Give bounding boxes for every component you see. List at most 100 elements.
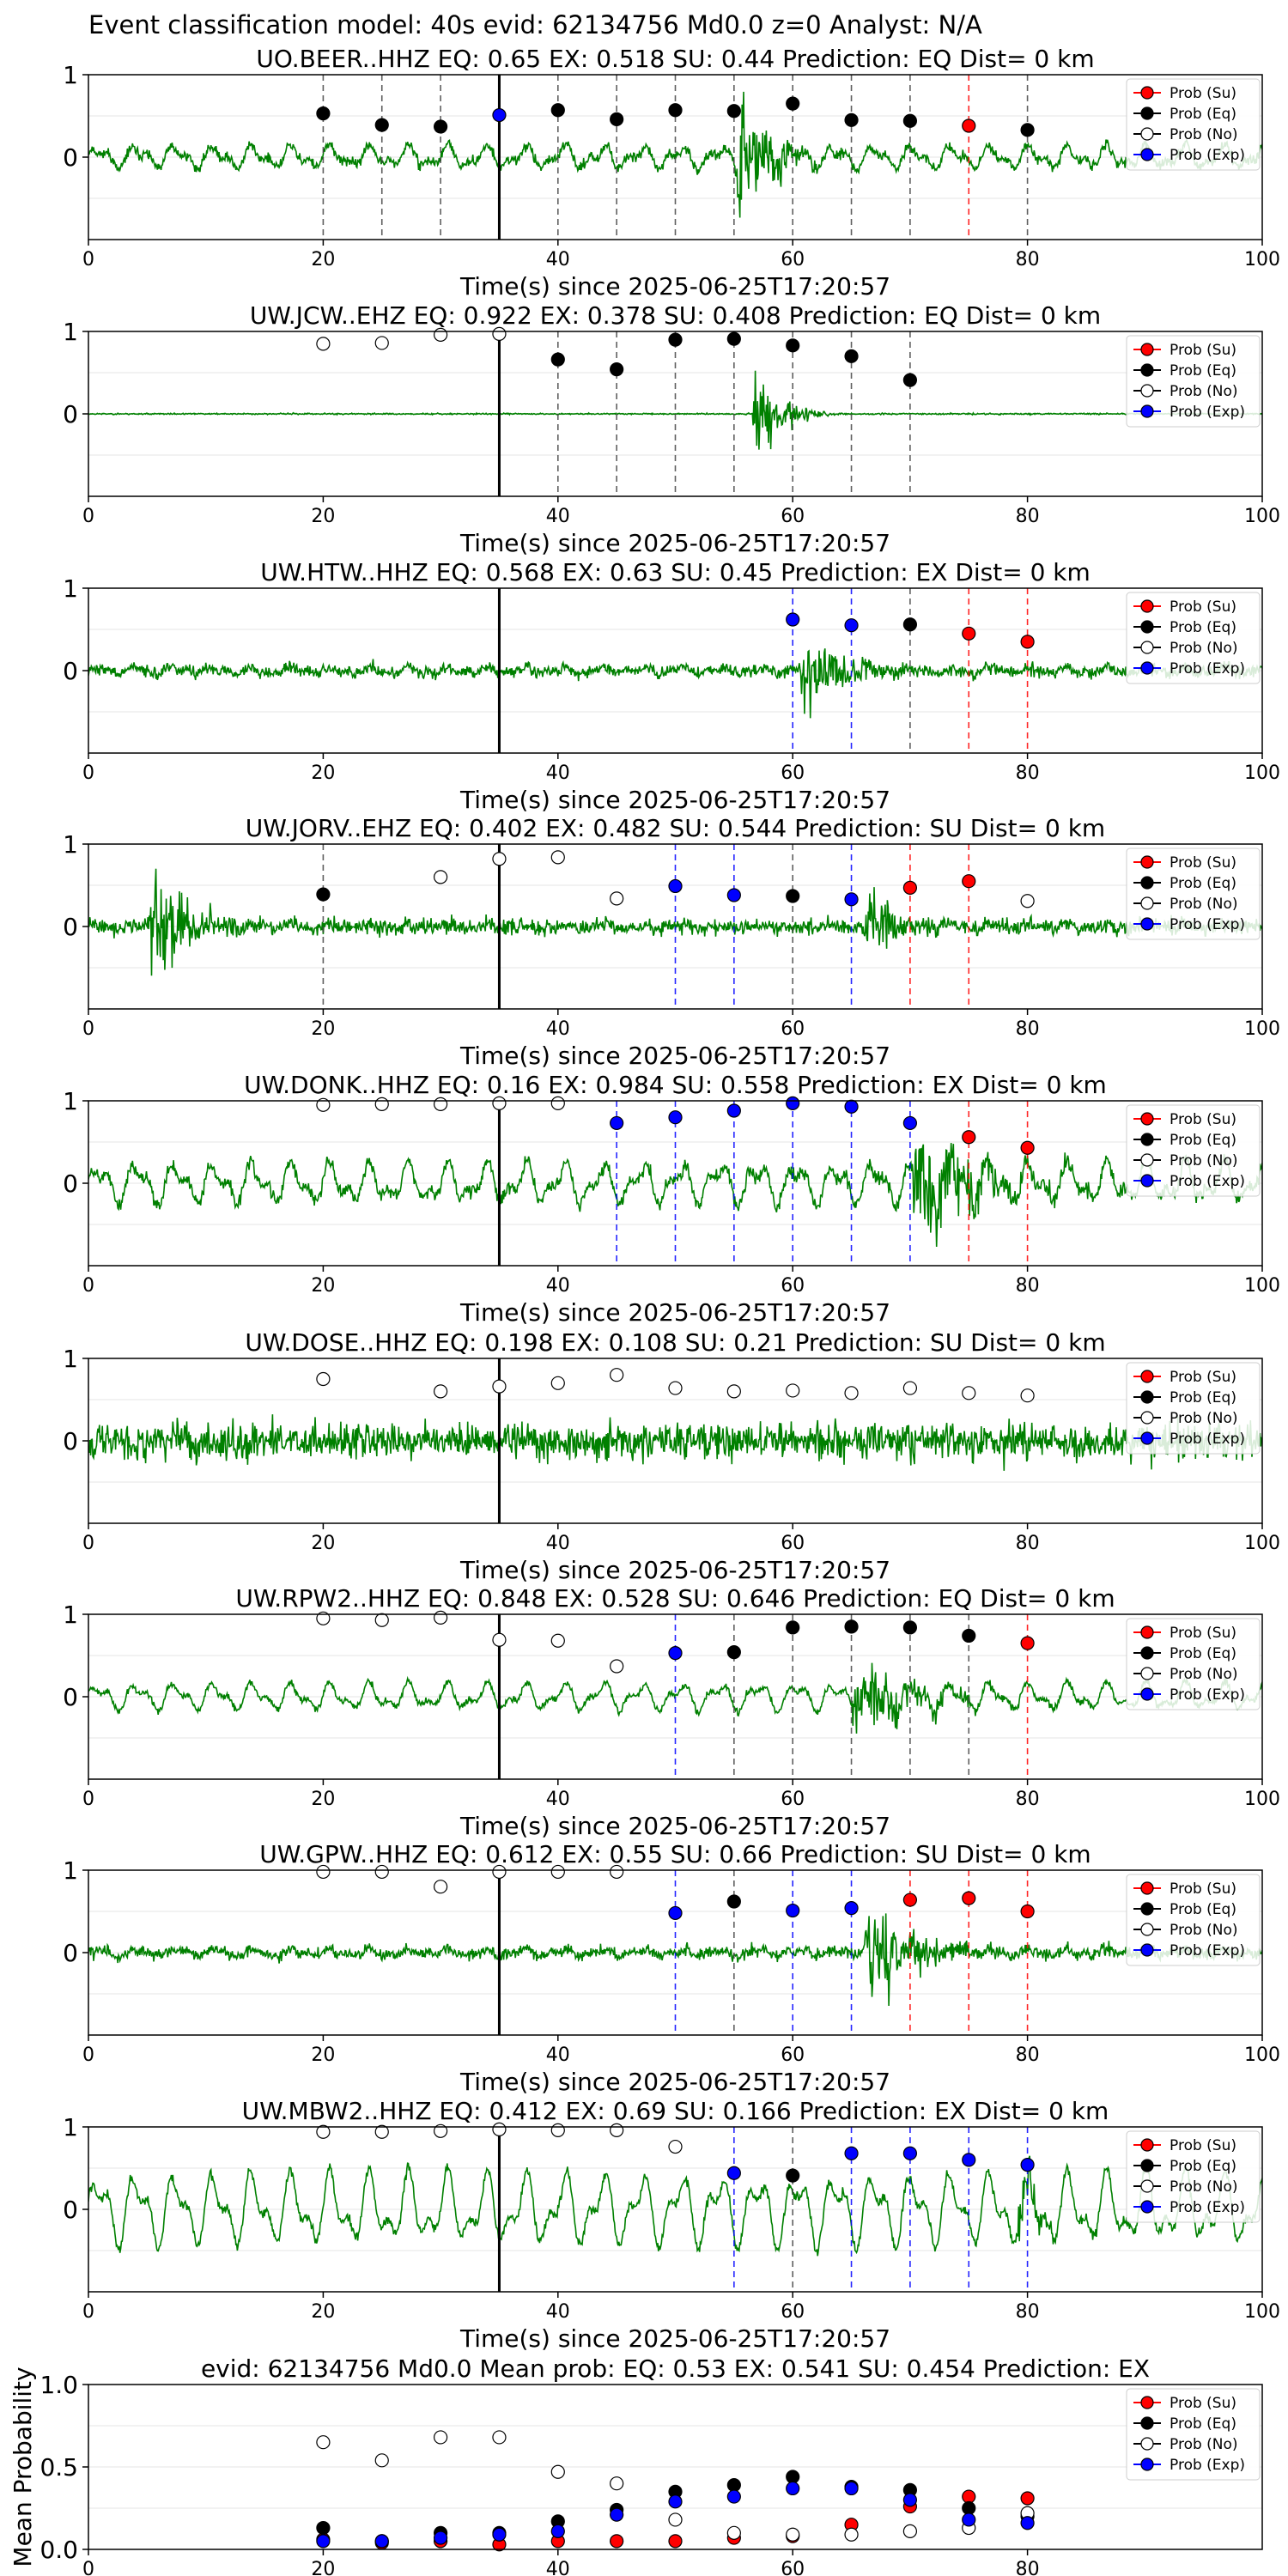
legend-marker-exp xyxy=(1140,2458,1154,2471)
legend-marker-no xyxy=(1140,1667,1154,1680)
legend-label-no: Prob (No) xyxy=(1170,640,1238,657)
x-tick-label: 100 xyxy=(1244,1018,1280,1040)
y-tick-label: 0 xyxy=(63,913,78,941)
legend-box xyxy=(1126,1362,1261,1455)
marker-prob-su xyxy=(1020,1904,1035,1919)
legend-marker-exp xyxy=(1140,148,1154,161)
waveform-group xyxy=(88,1662,1262,1734)
marker-prob-eq xyxy=(726,2478,741,2493)
legend-label-su: Prob (Su) xyxy=(1170,1111,1236,1128)
y-tick-label: 1 xyxy=(63,830,78,859)
legend: Prob (Su) Prob (Eq) Prob (No) Prob (Exp) xyxy=(1126,848,1261,940)
x-tick-label: 60 xyxy=(781,249,805,270)
marker-prob-no xyxy=(610,1659,624,1674)
x-tick-label: 0 xyxy=(82,1275,94,1297)
y-tick-label: 1 xyxy=(63,318,78,346)
x-tick-label: 60 xyxy=(781,2301,805,2323)
x-tick-label: 80 xyxy=(1016,506,1040,527)
marker-prob-eq xyxy=(902,113,918,128)
waveform-trace xyxy=(88,2155,1262,2257)
marker-prob-su xyxy=(1020,2491,1035,2506)
marker-prob-su xyxy=(962,1130,976,1145)
x-tick-label: 60 xyxy=(781,1018,805,1040)
x-tick-label: 100 xyxy=(1244,2301,1280,2323)
marker-prob-exp xyxy=(844,2146,859,2160)
y-tick-label: 0.0 xyxy=(39,2536,78,2564)
legend-marker-eq xyxy=(1140,363,1154,377)
x-tick-label: 0 xyxy=(82,2044,94,2066)
marker-prob-no xyxy=(433,2430,448,2445)
panel-7: UW.RPW2..HHZ EQ: 0.848 EX: 0.528 SU: 0.6… xyxy=(63,1584,1280,1840)
panels-container: UO.BEER..HHZ EQ: 0.65 EX: 0.518 SU: 0.44… xyxy=(9,45,1280,2576)
x-tick-label: 100 xyxy=(1244,506,1280,527)
marker-prob-exp xyxy=(902,2146,918,2160)
marker-prob-no xyxy=(492,326,507,341)
waveform-group xyxy=(88,1414,1262,1471)
legend-label-eq: Prob (Eq) xyxy=(1170,1132,1236,1149)
panel-title: UW.MBW2..HHZ EQ: 0.412 EX: 0.69 SU: 0.16… xyxy=(242,2097,1109,2125)
y-tick-label: 0 xyxy=(63,143,78,172)
legend-marker-no xyxy=(1140,896,1154,910)
marker-prob-no xyxy=(316,1611,331,1625)
legend-label-su: Prob (Su) xyxy=(1170,1625,1236,1642)
marker-prob-su xyxy=(902,880,918,895)
legend-label-no: Prob (No) xyxy=(1170,896,1238,913)
legend-marker-no xyxy=(1140,384,1154,398)
marker-prob-no xyxy=(1020,1388,1035,1403)
y-tick-label: 1 xyxy=(63,2113,78,2142)
marker-prob-eq xyxy=(316,887,331,902)
x-tick-label: 40 xyxy=(546,1533,570,1554)
legend-label-exp: Prob (Exp) xyxy=(1170,660,1245,677)
legend-marker-no xyxy=(1140,2437,1154,2451)
marker-prob-no xyxy=(492,2430,507,2445)
marker-prob-no xyxy=(492,1632,507,1647)
marker-prob-no xyxy=(786,2527,800,2542)
legend-label-eq: Prob (Eq) xyxy=(1170,1645,1236,1662)
marker-prob-eq xyxy=(902,617,918,632)
y-tick-label: 1 xyxy=(63,574,78,603)
marker-prob-no xyxy=(316,2124,331,2139)
marker-prob-no xyxy=(962,1386,976,1400)
marker-prob-no xyxy=(610,891,624,906)
marker-prob-exp xyxy=(610,1115,624,1131)
legend-marker-exp xyxy=(1140,917,1154,931)
marker-prob-no xyxy=(610,1864,624,1880)
legend-marker-exp xyxy=(1140,2200,1154,2214)
marker-prob-no xyxy=(316,1371,331,1387)
legend-box xyxy=(1126,1874,1261,1966)
legend-label-su: Prob (Su) xyxy=(1170,598,1236,616)
panel-title: evid: 62134756 Md0.0 Mean prob: EQ: 0.53… xyxy=(201,2354,1150,2383)
x-tick-label: 40 xyxy=(546,249,570,270)
x-tick-label: 80 xyxy=(1016,249,1040,270)
panel-title: UW.HTW..HHZ EQ: 0.568 EX: 0.63 SU: 0.45 … xyxy=(260,558,1091,586)
figure-title: Event classification model: 40s evid: 62… xyxy=(88,10,982,39)
marker-prob-no xyxy=(902,1381,918,1395)
x-axis-label: Time(s) since 2025-06-25T17:20:57 xyxy=(459,529,890,557)
legend-marker-su xyxy=(1140,2138,1154,2152)
legend-marker-no xyxy=(1140,1153,1154,1167)
marker-prob-no xyxy=(433,1880,448,1894)
marker-prob-eq xyxy=(786,1620,800,1635)
legend-marker-exp xyxy=(1140,1431,1154,1445)
x-tick-label: 80 xyxy=(1016,1789,1040,1810)
legend-marker-exp xyxy=(1140,1943,1154,1957)
x-tick-label: 60 xyxy=(781,506,805,527)
legend-box xyxy=(1126,2388,1261,2481)
marker-prob-su xyxy=(610,2534,624,2549)
legend-label-exp: Prob (Exp) xyxy=(1170,1686,1245,1704)
marker-prob-no xyxy=(374,1864,389,1880)
legend: Prob (Su) Prob (Eq) Prob (No) Prob (Exp) xyxy=(1126,2130,1261,2223)
marker-prob-no xyxy=(433,1610,448,1625)
x-tick-label: 80 xyxy=(1016,1533,1040,1554)
marker-prob-no xyxy=(492,1864,507,1880)
legend-box xyxy=(1126,2130,1261,2223)
legend-marker-su xyxy=(1140,1370,1154,1383)
y-tick-label: 1 xyxy=(63,1087,78,1115)
legend-marker-eq xyxy=(1140,2159,1154,2172)
legend-marker-eq xyxy=(1140,1133,1154,1146)
marker-prob-exp xyxy=(844,2481,859,2496)
x-axis-label: Time(s) since 2025-06-25T17:20:57 xyxy=(459,786,890,814)
waveform-group xyxy=(88,648,1262,719)
legend-marker-exp xyxy=(1140,661,1154,675)
marker-prob-no xyxy=(726,1384,741,1399)
